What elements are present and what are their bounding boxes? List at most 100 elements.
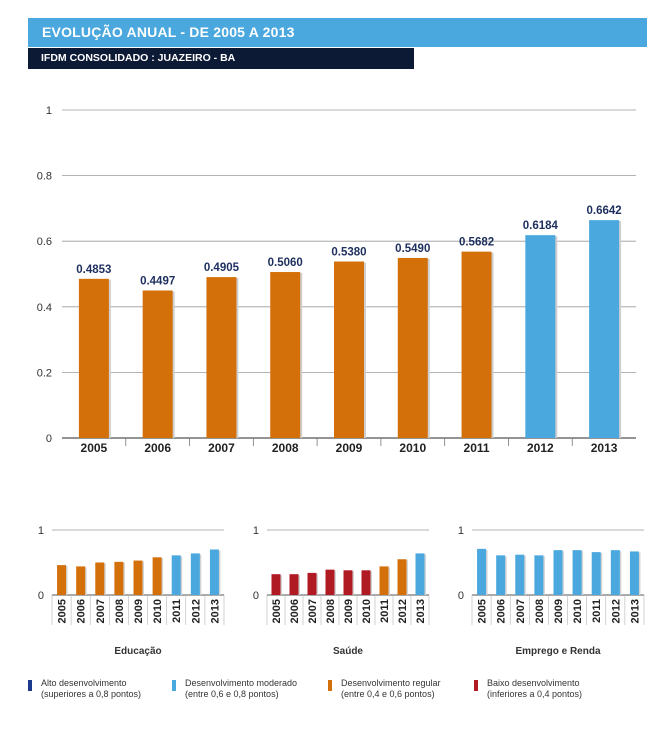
main-bar	[270, 272, 301, 438]
main-x-tick-label: 2009	[336, 441, 363, 455]
small-bar	[534, 555, 544, 595]
legend-item-regular: Desenvolvimento regular (entre 0,4 e 0,6 …	[328, 678, 478, 718]
legend-swatch-moderado	[172, 680, 176, 691]
small-x-tick-label: 2005	[57, 599, 69, 623]
main-x-tick-label: 2007	[208, 441, 235, 455]
legend-item-baixo: Baixo desenvolvimento (inferiores a 0,4 p…	[474, 678, 624, 718]
main-bar	[78, 278, 109, 438]
main-bar-value-label: 0.5380	[331, 247, 366, 259]
small-bar	[572, 550, 582, 595]
small-bar	[133, 560, 143, 595]
small-y-tick-label: 0	[458, 590, 464, 602]
small-x-tick-label: 2007	[515, 599, 527, 623]
small-chart-educacao: 1 0 2005 2006 2007 2008 2009 2010 2011 2012 2013 Ed…	[38, 525, 225, 657]
main-y-tick-label: 0.6	[37, 236, 52, 248]
main-y-tick-label: 0.2	[37, 367, 52, 379]
main-bar-value-label: 0.5060	[268, 257, 303, 269]
small-x-tick-label: 2013	[209, 599, 221, 623]
small-bar	[629, 551, 639, 595]
main-y-tick-label: 0	[46, 433, 52, 445]
small-bar	[379, 566, 389, 595]
small-x-tick-label: 2006	[289, 599, 301, 623]
main-x-tick-label: 2013	[591, 441, 618, 455]
small-y-tick-label: 0	[38, 590, 44, 602]
small-y-tick-label: 1	[38, 525, 44, 537]
small-bar	[95, 562, 105, 595]
main-y-tick-label: 0.8	[37, 171, 52, 183]
small-x-tick-label: 2008	[534, 599, 546, 623]
main-bar	[397, 257, 428, 438]
small-y-tick-label: 1	[458, 525, 464, 537]
small-bar	[343, 570, 353, 595]
small-x-tick-label: 2011	[171, 599, 183, 623]
legend-label-regular: Desenvolvimento regular	[341, 678, 441, 688]
small-x-tick-label: 2010	[361, 599, 373, 623]
legend-item-alto: Alto desenvolvimento (superiores a 0,8 po…	[28, 678, 178, 718]
small-x-tick-label: 2012	[190, 599, 202, 623]
legend-range-regular: (entre 0,4 e 0,6 pontos)	[341, 689, 435, 699]
main-x-tick-label: 2010	[399, 441, 426, 455]
small-x-tick-label: 2007	[307, 599, 319, 623]
legend-range-baixo: (inferiores a 0,4 pontos)	[487, 689, 583, 699]
legend-swatch-regular	[328, 680, 332, 691]
main-bar-value-label: 0.4497	[140, 275, 175, 287]
small-bar	[152, 557, 162, 595]
small-chart-title: Emprego e Renda	[515, 646, 600, 657]
small-x-tick-label: 2008	[114, 599, 126, 623]
small-bar	[271, 574, 281, 595]
small-x-tick-label: 2012	[610, 599, 622, 623]
small-bar	[289, 574, 299, 595]
small-x-tick-label: 2010	[152, 599, 164, 623]
main-bar-value-label: 0.4853	[76, 264, 111, 276]
small-bar	[361, 570, 371, 595]
small-bar	[114, 561, 124, 595]
small-chart-emprego-renda: 1 0 2005 2006 2007 2008 2009 2010 2011 2012 2013 Em…	[458, 525, 645, 657]
small-x-tick-label: 2006	[496, 599, 508, 623]
main-x-tick-label: 2006	[144, 441, 171, 455]
small-x-tick-label: 2009	[343, 599, 355, 623]
main-bar	[461, 251, 492, 438]
small-bar	[415, 553, 425, 595]
main-bar-value-label: 0.4905	[204, 262, 240, 274]
main-x-tick-label: 2005	[81, 441, 108, 455]
small-chart-saude: 1 0 2005 2006 2007 2008 2009 2010 2011 2012 2013 Sa…	[253, 525, 430, 657]
small-y-tick-label: 1	[253, 525, 259, 537]
small-bar	[209, 549, 219, 595]
small-bar	[76, 566, 86, 595]
legend-swatch-alto	[28, 680, 32, 691]
legend-label-moderado: Desenvolvimento moderado	[185, 678, 298, 688]
main-bar	[525, 235, 556, 438]
small-chart-title: Saúde	[333, 646, 363, 657]
legend-swatch-baixo	[474, 680, 478, 691]
small-bar	[496, 555, 506, 595]
legend-label-baixo: Baixo desenvolvimento	[487, 678, 580, 688]
main-x-tick-label: 2008	[272, 441, 299, 455]
small-x-tick-label: 2011	[591, 599, 603, 623]
chart-title: EVOLUÇÃO ANUAL - DE 2005 A 2013	[28, 18, 647, 47]
main-bar-value-label: 0.5682	[459, 237, 494, 249]
small-x-tick-label: 2012	[397, 599, 409, 623]
small-x-tick-label: 2011	[379, 599, 391, 623]
main-bar-value-label: 0.5490	[395, 243, 430, 255]
small-x-tick-label: 2013	[629, 599, 641, 623]
small-bar	[553, 550, 563, 595]
small-x-tick-label: 2013	[415, 599, 427, 623]
small-bar	[171, 555, 181, 595]
main-bar	[589, 220, 620, 438]
small-x-tick-label: 2005	[477, 599, 489, 623]
main-x-tick-label: 2011	[464, 441, 490, 455]
legend-range-moderado: (entre 0,6 e 0,8 pontos)	[185, 689, 279, 699]
small-x-tick-label: 2010	[572, 599, 584, 623]
main-bar	[142, 290, 173, 438]
main-y-tick-label: 0.4	[37, 302, 52, 314]
small-x-tick-label: 2007	[95, 599, 107, 623]
small-chart-title: Educação	[114, 646, 161, 657]
main-bar	[206, 277, 237, 438]
small-x-tick-label: 2009	[133, 599, 145, 623]
main-bar	[334, 261, 364, 438]
small-bar	[591, 552, 601, 595]
small-bar	[515, 554, 525, 595]
main-y-tick-label: 1	[46, 105, 52, 117]
small-bar	[477, 548, 487, 595]
small-x-tick-label: 2005	[271, 599, 283, 623]
